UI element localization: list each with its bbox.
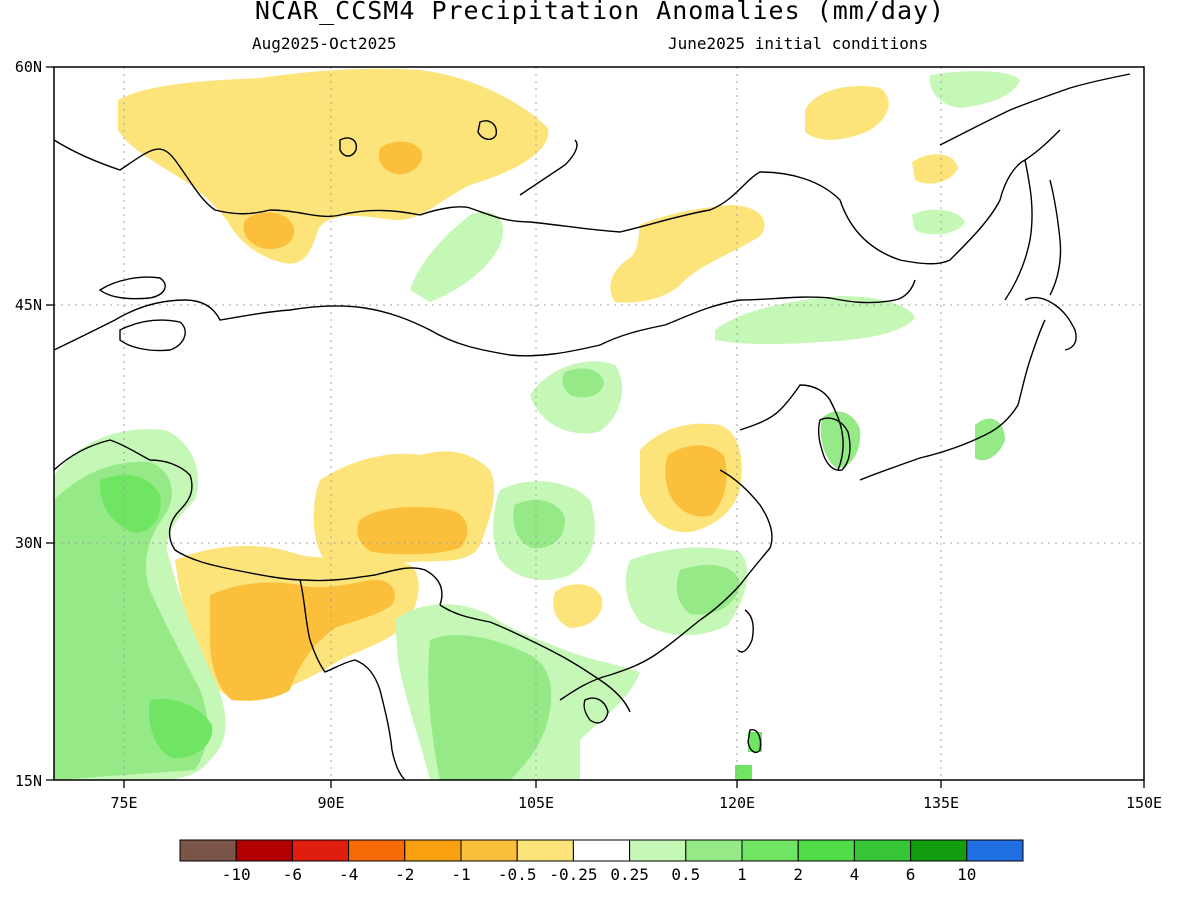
colorbar-label: 0.5	[671, 865, 700, 884]
lat-label-60n: 60N	[15, 58, 42, 76]
forecast-period: Aug2025-Oct2025	[252, 34, 397, 53]
dry-region-south-china	[553, 584, 603, 628]
wet-region-inner-mongolia	[410, 211, 504, 302]
dry-region-tibet-core	[357, 507, 468, 555]
colorbar-swatch	[516, 839, 574, 862]
colorbar-label: 2	[793, 865, 803, 884]
colorbar-swatch	[404, 839, 462, 862]
colorbar-label: -0.5	[498, 865, 537, 884]
colorbar-swatch	[685, 839, 743, 862]
colorbar-label: 0.25	[610, 865, 649, 884]
colorbar-swatch	[291, 839, 350, 862]
wet-region-loess-mid	[562, 368, 604, 398]
dry-region-hokkaido	[912, 154, 958, 184]
wet-region-south-china-mid	[676, 565, 740, 615]
wet-region-korea	[820, 411, 861, 469]
lon-label-135e: 135E	[923, 794, 959, 812]
colorbar-swatch	[572, 839, 631, 862]
lon-label-75e: 75E	[110, 794, 137, 812]
dry-region-mongolia	[118, 68, 549, 264]
dry-region-north-china	[610, 205, 765, 303]
dry-region-mongolia-core-1	[378, 141, 423, 175]
colorbar-label: -10	[222, 865, 251, 884]
wet-region-sichuan-mid	[513, 499, 566, 549]
colorbar-swatch	[460, 839, 518, 862]
colorbar-swatch	[797, 839, 855, 862]
wet-region-india-south	[149, 698, 213, 759]
anomaly-fill-layer	[54, 68, 1020, 780]
colorbar-swatch	[235, 839, 293, 862]
colorbar-label: -4	[339, 865, 358, 884]
colorbar-swatch	[629, 839, 687, 862]
colorbar-label: -0.25	[549, 865, 597, 884]
dry-region-east-china-core	[665, 445, 727, 517]
wet-region-sakhalin	[912, 209, 965, 235]
colorbar-label: -1	[451, 865, 470, 884]
chart-title: NCAR_CCSM4 Precipitation Anomalies (mm/d…	[254, 0, 946, 25]
lat-label-15n: 15N	[15, 772, 42, 790]
plot-frame	[53, 66, 1145, 781]
colorbar-swatch	[910, 839, 968, 862]
axis-ticks	[46, 66, 1145, 788]
initial-conditions: June2025 initial conditions	[668, 34, 929, 53]
wet-region-siberia	[929, 71, 1020, 108]
wet-region-taiwan	[748, 732, 762, 752]
colorbar-label: 10	[957, 865, 976, 884]
lat-label-30n: 30N	[15, 534, 42, 552]
lon-label-120e: 120E	[719, 794, 755, 812]
lon-label-105e: 105E	[518, 794, 554, 812]
lon-label-150e: 150E	[1126, 794, 1162, 812]
colorbar-swatch	[179, 839, 237, 862]
coastlines-and-borders	[54, 73, 1131, 780]
colorbar: -10 -6 -4 -2 -1 -0.5 -0.25 0.25 0.5 1 2 4 6 10	[179, 839, 1024, 884]
colorbar-label: -2	[395, 865, 414, 884]
lon-label-90e: 90E	[317, 794, 344, 812]
colorbar-label: 1	[737, 865, 747, 884]
wet-region-manchuria	[715, 296, 915, 345]
lat-label-45n: 45N	[15, 296, 42, 314]
dry-region-mongolia-core-2	[243, 212, 295, 250]
wet-region-luzon	[735, 765, 752, 780]
wet-region-japan	[975, 418, 1005, 461]
colorbar-label: -6	[283, 865, 302, 884]
colorbar-swatch	[966, 839, 1024, 862]
colorbar-swatch	[348, 839, 406, 862]
colorbar-swatch	[741, 839, 799, 862]
dry-region-himalaya-core	[210, 579, 395, 701]
colorbar-label: 6	[906, 865, 916, 884]
colorbar-swatch	[853, 839, 912, 862]
wet-region-india-strong	[99, 475, 161, 533]
dry-region-northeast	[805, 86, 889, 140]
wet-region-indochina-mid	[428, 635, 552, 780]
colorbar-label: 4	[850, 865, 860, 884]
